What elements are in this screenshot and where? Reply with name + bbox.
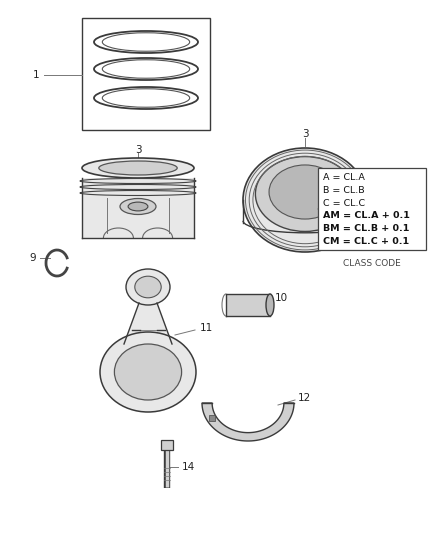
- Text: C = CL.C: C = CL.C: [323, 199, 365, 208]
- Bar: [161, 440, 173, 450]
- Text: 12: 12: [298, 393, 311, 403]
- Text: 11: 11: [200, 323, 213, 333]
- Ellipse shape: [266, 294, 274, 316]
- Bar: [226, 294, 270, 316]
- Ellipse shape: [100, 332, 196, 412]
- Text: BM = CL.B + 0.1: BM = CL.B + 0.1: [323, 224, 410, 233]
- Text: A = CL.A: A = CL.A: [323, 174, 365, 182]
- Ellipse shape: [126, 269, 170, 305]
- Ellipse shape: [135, 276, 161, 298]
- Bar: [208, 415, 215, 422]
- Bar: [353, 193, 361, 198]
- Ellipse shape: [128, 202, 148, 211]
- Text: CLASS CODE: CLASS CODE: [343, 260, 401, 269]
- Bar: [353, 200, 361, 205]
- Text: 3: 3: [302, 129, 308, 139]
- Text: CM = CL.C + 0.1: CM = CL.C + 0.1: [323, 237, 409, 246]
- Ellipse shape: [243, 148, 367, 252]
- Text: 9: 9: [30, 253, 36, 263]
- Ellipse shape: [99, 161, 177, 175]
- Ellipse shape: [82, 158, 194, 178]
- Ellipse shape: [114, 344, 182, 400]
- Text: 10: 10: [275, 293, 288, 303]
- Text: 3: 3: [135, 145, 141, 155]
- Text: 14: 14: [182, 462, 195, 472]
- Ellipse shape: [269, 165, 341, 219]
- Polygon shape: [202, 403, 294, 441]
- Bar: [82, 18, 210, 130]
- Text: 1: 1: [33, 70, 39, 80]
- Text: B = CL.B: B = CL.B: [323, 186, 364, 195]
- Bar: [353, 207, 361, 212]
- Ellipse shape: [255, 157, 355, 231]
- Bar: [82, 178, 194, 238]
- Bar: [318, 168, 426, 250]
- Polygon shape: [124, 303, 172, 344]
- Ellipse shape: [120, 198, 156, 214]
- Text: AM = CL.A + 0.1: AM = CL.A + 0.1: [323, 212, 410, 220]
